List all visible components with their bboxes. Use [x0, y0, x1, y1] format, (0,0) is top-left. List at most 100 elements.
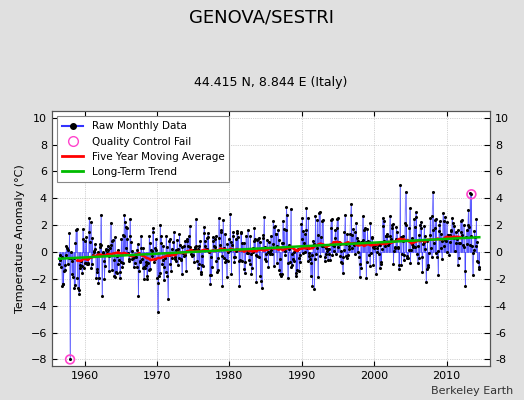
Point	[468, 272, 477, 278]
Point	[314, 274, 322, 280]
Point	[320, 258, 329, 264]
Point	[72, 226, 80, 233]
Point	[401, 220, 409, 226]
Point	[245, 256, 253, 263]
Point	[470, 246, 478, 253]
Point	[474, 264, 483, 270]
Point	[166, 260, 174, 267]
Point	[350, 240, 358, 246]
Point	[282, 204, 291, 211]
Point	[106, 220, 115, 226]
Point	[87, 265, 95, 272]
Point	[450, 235, 458, 241]
Point	[316, 253, 324, 259]
Point	[64, 255, 73, 262]
Point	[464, 207, 473, 214]
Point	[107, 242, 115, 248]
Point	[249, 237, 258, 244]
Point	[388, 222, 397, 228]
Point	[346, 211, 355, 218]
Point	[198, 252, 206, 259]
Point	[404, 255, 412, 262]
Point	[324, 251, 333, 258]
Point	[194, 242, 203, 249]
Point	[349, 226, 357, 232]
Point	[309, 238, 317, 244]
Point	[232, 236, 240, 242]
Point	[192, 216, 200, 222]
Point	[295, 268, 303, 274]
Point	[370, 245, 378, 252]
Point	[170, 229, 178, 235]
Point	[260, 214, 268, 220]
Point	[205, 271, 214, 278]
Point	[474, 258, 482, 265]
Point	[414, 231, 423, 238]
Point	[68, 258, 77, 264]
Point	[345, 246, 354, 252]
Point	[323, 248, 331, 254]
Point	[318, 218, 326, 224]
Point	[183, 238, 191, 244]
Point	[322, 245, 331, 251]
Point	[340, 229, 348, 235]
Point	[238, 240, 246, 246]
Point	[275, 267, 283, 274]
Point	[92, 266, 101, 272]
Point	[463, 240, 472, 247]
Point	[289, 248, 298, 255]
Point	[264, 264, 272, 270]
Point	[260, 256, 269, 262]
Point	[431, 217, 439, 224]
Point	[293, 267, 301, 274]
Point	[456, 240, 464, 246]
Point	[149, 225, 157, 232]
Point	[407, 235, 416, 241]
Point	[111, 274, 119, 280]
Point	[456, 218, 465, 224]
Point	[123, 225, 131, 232]
Point	[287, 264, 296, 270]
Point	[280, 226, 288, 232]
Point	[351, 229, 359, 235]
Point	[237, 258, 246, 264]
Point	[416, 222, 424, 228]
Point	[385, 239, 394, 246]
Point	[385, 240, 393, 246]
Point	[197, 269, 205, 276]
Point	[204, 230, 212, 236]
Point	[347, 232, 356, 238]
Point	[409, 244, 418, 250]
Point	[272, 260, 281, 266]
Point	[172, 246, 180, 253]
Point	[378, 214, 387, 221]
Point	[277, 272, 285, 279]
Point	[229, 229, 237, 235]
Point	[212, 233, 220, 240]
Point	[438, 238, 446, 244]
Point	[302, 226, 310, 233]
Point	[297, 236, 305, 242]
Point	[339, 270, 347, 276]
Point	[59, 281, 67, 288]
Point	[153, 275, 161, 281]
Point	[334, 215, 342, 221]
Point	[136, 258, 144, 264]
Point	[272, 231, 280, 238]
Point	[375, 251, 383, 257]
Point	[249, 245, 257, 252]
Point	[335, 239, 343, 245]
Text: GENOVA/SESTRI: GENOVA/SESTRI	[190, 8, 334, 26]
Point	[359, 237, 367, 243]
Point	[318, 243, 326, 250]
Point	[458, 232, 466, 238]
Point	[466, 232, 475, 239]
Point	[117, 236, 126, 243]
Point	[266, 249, 275, 255]
Point	[193, 258, 201, 265]
Point	[368, 234, 376, 240]
Point	[423, 238, 431, 244]
Point	[444, 232, 452, 239]
Point	[469, 250, 477, 256]
Point	[473, 238, 481, 245]
